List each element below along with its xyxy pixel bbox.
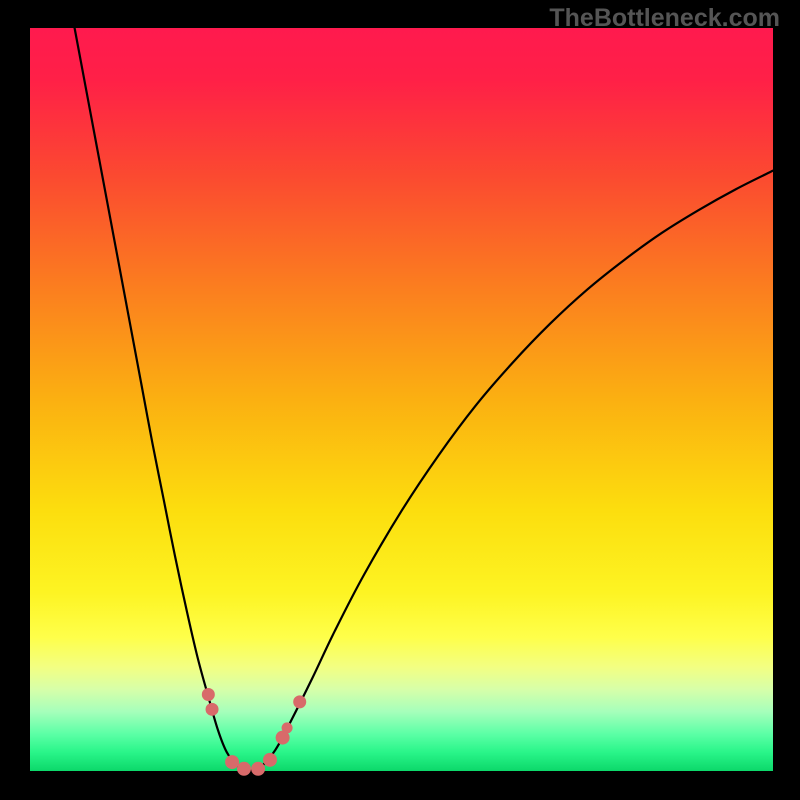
curves-layer (0, 0, 800, 800)
marker-dot (206, 703, 219, 716)
right-curve (249, 171, 773, 771)
marker-dot (263, 753, 277, 767)
marker-dot (251, 762, 265, 776)
marker-dot (237, 762, 251, 776)
chart-stage: TheBottleneck.com (0, 0, 800, 800)
marker-dot (293, 695, 306, 708)
watermark-label: TheBottleneck.com (549, 4, 780, 33)
marker-dot (225, 755, 239, 769)
left-curve (75, 28, 250, 771)
marker-dot (282, 722, 293, 733)
marker-dot (202, 688, 215, 701)
